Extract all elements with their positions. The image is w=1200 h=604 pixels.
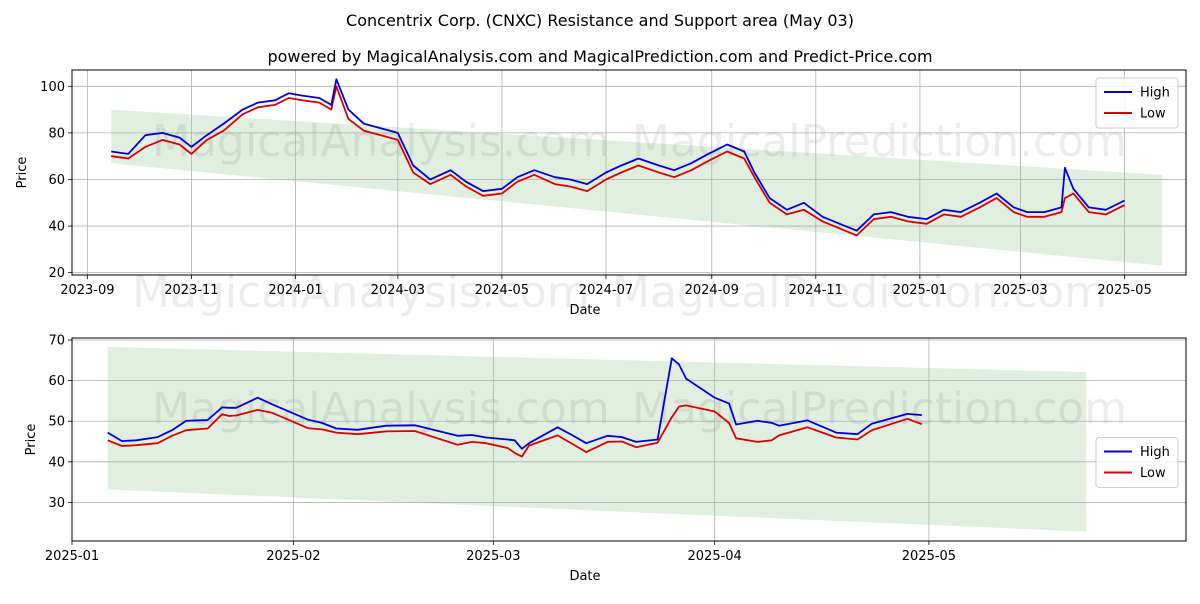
axes-frame — [71, 337, 1187, 542]
x-tick-label: 2024-03 — [371, 283, 425, 298]
x-axis: 2023-09 2023-11 2024-01 2024-03 2024-05 2024-… — [60, 70, 1152, 298]
x-tick-label: 2025-05 — [1097, 283, 1151, 298]
y-tick-label: 60 — [48, 374, 65, 389]
watermark-text: MagicalPrediction.com — [632, 383, 1127, 434]
legend: High Low — [1095, 77, 1179, 129]
y-tick-label: 20 — [48, 266, 65, 281]
series-line-low — [111, 85, 1125, 237]
x-tick-label: 2023-09 — [60, 283, 114, 298]
x-tick-label: 2025-03 — [466, 549, 520, 564]
x-axis-label: Date — [569, 303, 600, 318]
x-tick-label: 2025-03 — [993, 283, 1047, 298]
series-line-low — [107, 404, 923, 458]
y-axis: 20 40 60 80 100 — [40, 80, 1186, 281]
x-tick-label: 2025-02 — [266, 549, 320, 564]
x-tick-label: 2023-11 — [164, 283, 218, 298]
series-group — [111, 78, 1125, 237]
y-tick-label: 70 — [48, 334, 65, 349]
x-tick-label: 2024-05 — [475, 283, 529, 298]
subplot-1: MagicalAnalysis.com MagicalPrediction.com… — [15, 69, 1187, 318]
legend-entry: High — [1140, 86, 1170, 101]
y-axis-label: Price — [15, 157, 30, 189]
chart-subtitle: powered by MagicalAnalysis.com and Magic… — [267, 47, 932, 66]
series-group — [107, 357, 923, 458]
x-tick-label: 2024-11 — [789, 283, 843, 298]
axes-frame — [71, 69, 1187, 276]
x-tick-label: 2025-04 — [688, 549, 742, 564]
x-tick-label: 2025-05 — [902, 549, 956, 564]
x-axis: 2025-01 2025-02 2025-03 2025-04 2025-05 — [45, 338, 956, 564]
y-axis-label: Price — [24, 424, 39, 456]
x-axis-label: Date — [569, 569, 600, 584]
y-tick-label: 50 — [48, 415, 65, 430]
y-tick-label: 100 — [40, 80, 65, 95]
x-tick-label: 2024-09 — [685, 283, 739, 298]
chart-title: Concentrix Corp. (CNXC) Resistance and S… — [346, 11, 854, 30]
legend-box — [1095, 77, 1179, 129]
x-tick-label: 2025-01 — [893, 283, 947, 298]
legend-entry: High — [1140, 445, 1170, 460]
y-tick-label: 80 — [48, 126, 65, 141]
legend-box — [1095, 437, 1179, 488]
series-line-high — [111, 78, 1125, 232]
x-tick-label: 2024-01 — [268, 283, 322, 298]
y-tick-label: 40 — [48, 455, 65, 470]
legend-entry: Low — [1140, 466, 1166, 481]
support-resistance-band — [111, 109, 1163, 266]
watermark-group: MagicalAnalysis.com MagicalPrediction.com — [152, 383, 1127, 434]
y-axis: 30 40 50 60 70 — [48, 334, 1186, 511]
watermark-text: MagicalPrediction.com — [632, 116, 1127, 167]
watermark-text: MagicalAnalysis.com — [152, 116, 610, 167]
y-tick-label: 40 — [48, 220, 65, 235]
legend-entry: Low — [1140, 107, 1166, 122]
y-tick-label: 60 — [48, 173, 65, 188]
subplot-2: MagicalAnalysis.com MagicalPrediction.com… — [24, 334, 1187, 584]
legend: High Low — [1095, 437, 1179, 488]
series-line-high — [107, 357, 922, 450]
x-tick-label: 2024-07 — [579, 283, 633, 298]
x-tick-label: 2025-01 — [45, 549, 99, 564]
y-tick-label: 30 — [48, 496, 65, 511]
